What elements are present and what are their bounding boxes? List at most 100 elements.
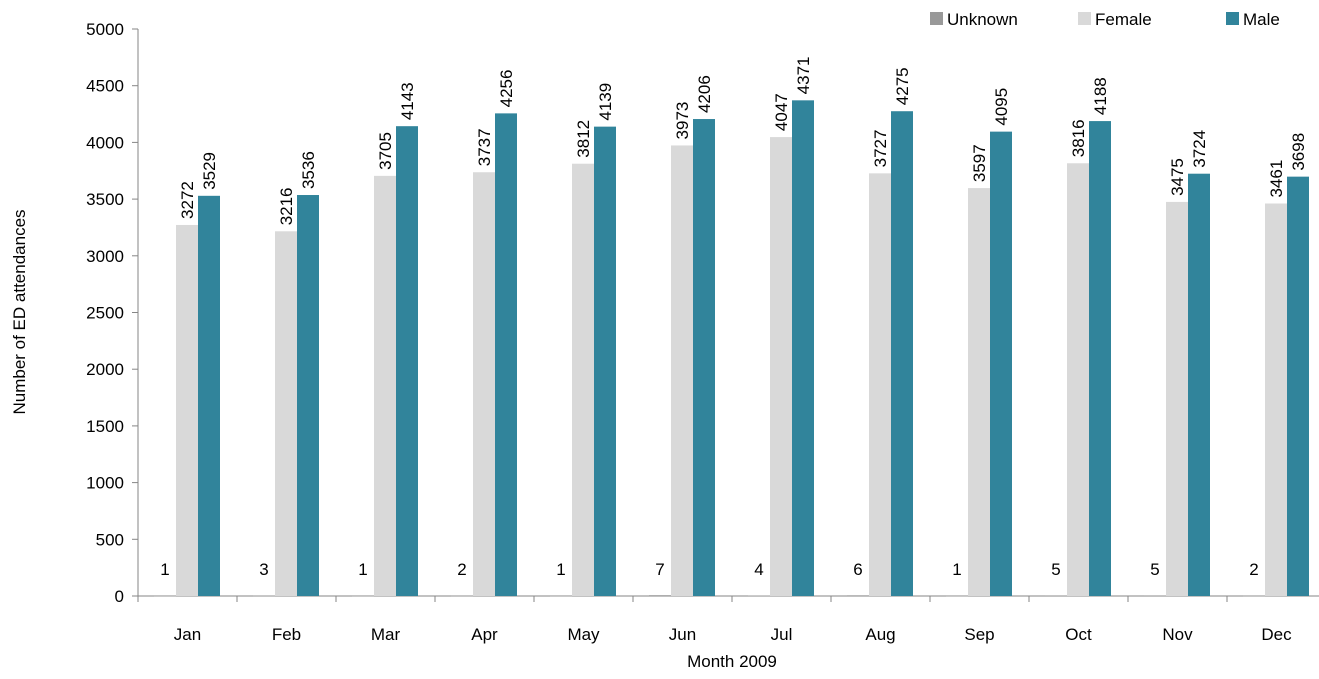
data-label-female: 3597: [970, 144, 989, 182]
data-label-female: 3216: [277, 187, 296, 225]
data-label-female: 3812: [574, 120, 593, 158]
bar-female: [869, 173, 891, 596]
y-tick-label: 2500: [86, 304, 124, 323]
x-tick-label: Mar: [371, 625, 401, 644]
y-tick-label: 2000: [86, 360, 124, 379]
data-label-unknown: 7: [655, 560, 664, 579]
data-label-male: 4256: [497, 70, 516, 108]
bar-female: [1067, 163, 1089, 596]
data-label-male: 3724: [1190, 130, 1209, 168]
y-tick-label: 5000: [86, 20, 124, 39]
bar-unknown: [748, 595, 770, 597]
bar-unknown: [451, 595, 473, 597]
legend-label-unknown: Unknown: [947, 10, 1018, 29]
data-label-female: 3737: [475, 128, 494, 166]
bar-unknown: [946, 595, 968, 597]
data-label-unknown: 4: [754, 560, 763, 579]
x-tick-label: May: [567, 625, 600, 644]
x-tick-label: Dec: [1261, 625, 1292, 644]
data-label-unknown: 2: [1249, 560, 1258, 579]
data-label-unknown: 1: [952, 560, 961, 579]
bar-unknown: [1243, 595, 1265, 597]
data-label-female: 3727: [871, 130, 890, 168]
data-label-male: 3536: [299, 151, 318, 189]
x-tick-label: Jan: [174, 625, 201, 644]
bar-male: [297, 195, 319, 597]
bar-female: [572, 163, 594, 597]
x-tick-label: Apr: [471, 625, 498, 644]
y-tick-label: 4500: [86, 77, 124, 96]
bar-female: [275, 231, 297, 596]
bar-male: [990, 131, 1012, 596]
x-tick-label: Aug: [865, 625, 895, 644]
data-label-male: 4188: [1091, 77, 1110, 115]
data-label-male: 4143: [398, 82, 417, 120]
x-tick-label: Feb: [272, 625, 301, 644]
bar-male: [1188, 173, 1210, 596]
bar-male: [1089, 121, 1111, 596]
data-label-female: 3973: [673, 102, 692, 140]
data-label-female: 3816: [1069, 119, 1088, 157]
bar-female: [1166, 201, 1188, 596]
bar-unknown: [847, 595, 869, 596]
bar-male: [198, 195, 220, 596]
bar-female: [968, 188, 990, 596]
bar-unknown: [1144, 595, 1166, 596]
bar-female: [1265, 203, 1287, 597]
x-tick-label: Sep: [964, 625, 994, 644]
bar-unknown: [550, 595, 572, 597]
legend-swatch-unknown: [930, 12, 943, 25]
bar-male: [495, 113, 517, 596]
y-tick-label: 500: [96, 530, 124, 549]
y-tick-label: 1500: [86, 417, 124, 436]
bar-male: [1287, 176, 1309, 597]
data-label-male: 3529: [200, 152, 219, 190]
data-label-female: 3461: [1267, 160, 1286, 198]
data-label-female: 3705: [376, 132, 395, 170]
data-label-unknown: 5: [1051, 560, 1060, 579]
bar-unknown: [352, 595, 374, 597]
legend: Unknown Female Male: [930, 10, 1280, 29]
x-axis-title: Month 2009: [687, 652, 777, 671]
axes: 0 500 1000 1500 2000 2500 3000 3500 4000 4500 5000…: [86, 20, 1319, 644]
data-label-unknown: 1: [358, 560, 367, 579]
data-label-unknown: 3: [259, 560, 268, 579]
bar-female: [671, 145, 693, 597]
bar-unknown: [253, 595, 275, 597]
bar-male: [792, 100, 814, 596]
bar-female: [473, 172, 495, 597]
data-label-male: 4139: [596, 83, 615, 121]
y-tick-label: 4000: [86, 133, 124, 152]
bar-female: [770, 137, 792, 597]
x-tick-label: Oct: [1065, 625, 1092, 644]
y-axis-title: Number of ED attendances: [10, 209, 29, 414]
legend-label-female: Female: [1095, 10, 1152, 29]
data-label-unknown: 6: [853, 560, 862, 579]
bar-unknown: [154, 595, 176, 597]
bar-unknown: [649, 595, 671, 596]
y-tick-label: 3000: [86, 247, 124, 266]
legend-swatch-male: [1226, 12, 1239, 25]
x-tick-label: Jun: [669, 625, 696, 644]
bars: [154, 100, 1309, 597]
data-label-male: 3698: [1289, 133, 1308, 171]
data-label-male: 4275: [893, 67, 912, 105]
data-label-female: 3475: [1168, 158, 1187, 196]
x-tick-label: Nov: [1162, 625, 1193, 644]
data-label-female: 4047: [772, 93, 791, 131]
y-tick-label: 0: [115, 587, 124, 606]
data-label-male: 4095: [992, 88, 1011, 126]
data-label-male: 4206: [695, 75, 714, 113]
bar-female: [176, 224, 198, 596]
legend-swatch-female: [1078, 12, 1091, 25]
legend-label-male: Male: [1243, 10, 1280, 29]
bar-male: [891, 111, 913, 596]
y-tick-label: 1000: [86, 474, 124, 493]
data-label-unknown: 5: [1150, 560, 1159, 579]
data-label-unknown: 1: [556, 560, 565, 579]
y-tick-label: 3500: [86, 190, 124, 209]
bar-male: [693, 119, 715, 596]
x-tick-label: Jul: [771, 625, 793, 644]
data-label-male: 4371: [794, 57, 813, 95]
